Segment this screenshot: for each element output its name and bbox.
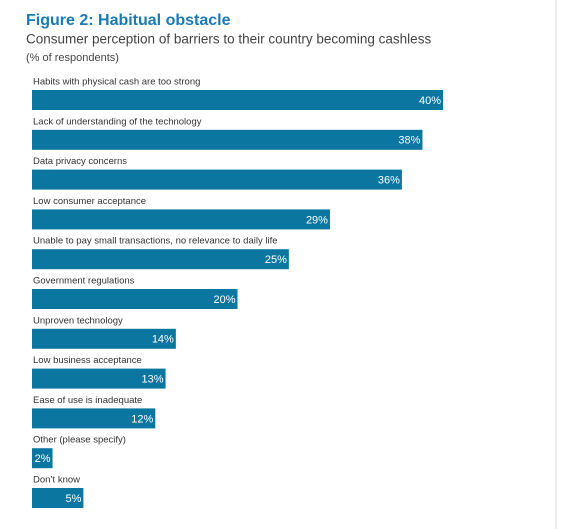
bar: [32, 448, 53, 469]
category-label: Unable to pay small transactions, no rel…: [33, 236, 278, 247]
value-label: 40%: [419, 95, 441, 107]
value-label: 5%: [65, 493, 81, 505]
value-label: 20%: [213, 294, 235, 306]
category-label: Data privacy concerns: [33, 156, 127, 167]
value-label: 29%: [306, 214, 328, 226]
value-label: 36%: [378, 175, 400, 187]
value-label: 25%: [265, 254, 287, 266]
bar: [32, 368, 166, 389]
category-label: Lack of understanding of the technology: [33, 116, 202, 127]
bar: [32, 488, 84, 508]
bar: [32, 408, 156, 429]
category-label: Unproven technology: [33, 315, 123, 326]
bar: [32, 249, 289, 270]
bar: [32, 209, 330, 230]
value-label: 2%: [35, 453, 51, 465]
value-label: 38%: [398, 135, 420, 147]
category-label: Low business acceptance: [33, 355, 142, 366]
category-label: Don’t know: [33, 475, 80, 486]
category-label: Low consumer acceptance: [33, 196, 146, 207]
bar: [32, 289, 238, 309]
bar: [32, 169, 402, 190]
chart-subtitle: Consumer perception of barriers to their…: [26, 32, 431, 47]
category-label: Ease of use is inadequate: [33, 395, 142, 406]
bar: [32, 129, 423, 150]
chart-note: (% of respondents): [26, 52, 119, 64]
category-label: Other (please specify): [33, 435, 126, 446]
category-label: Government regulations: [33, 276, 135, 287]
value-label: 14%: [152, 334, 174, 346]
bar: [32, 328, 176, 349]
chart-title: Figure 2: Habitual obstacle: [26, 12, 231, 29]
value-label: 12%: [131, 413, 153, 425]
value-label: 13%: [142, 374, 164, 386]
bar: [32, 90, 443, 110]
category-label: Habits with physical cash are too strong: [33, 77, 200, 88]
